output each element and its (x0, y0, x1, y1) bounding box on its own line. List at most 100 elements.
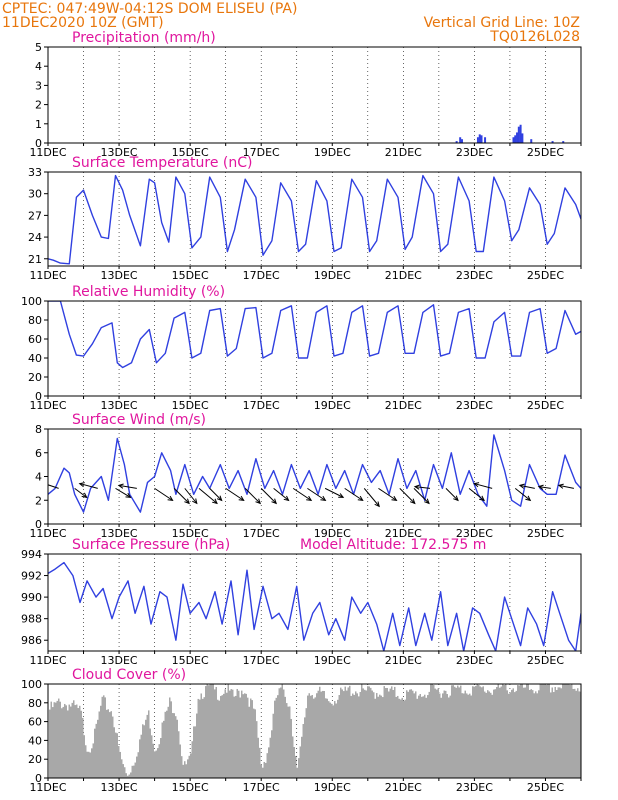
cloud-bar (254, 709, 256, 778)
temperature-frame (47, 171, 582, 267)
cloud-bar (85, 745, 87, 778)
wind-xtick-label: 19DEC (314, 527, 351, 540)
cloud-bar (557, 687, 559, 778)
wind-vector (538, 486, 551, 489)
cloud-bar (55, 702, 57, 778)
cloud-ytick-label: 0 (35, 772, 42, 785)
cloud-bar (200, 693, 202, 778)
cloud-bar (164, 711, 166, 778)
cloud-bar (488, 691, 490, 778)
cloud-bar (437, 688, 439, 778)
panels: 0 1 2 3 4 5 11DEC 13DEC 15DEC 17DEC 19DEC 21DEC 23DE… (21, 30, 582, 794)
wind-vector (363, 488, 380, 507)
cloud-bar (407, 691, 409, 778)
cloud-bar (454, 686, 456, 778)
cloud-bar (233, 696, 235, 778)
pressure-xtick-label: 21DEC (385, 654, 422, 667)
cloud-bar (380, 695, 382, 778)
cloud-xtick-label: 15DEC (172, 781, 209, 794)
cloud-bar (109, 712, 111, 778)
cloud-bar (530, 689, 532, 778)
cloud-bar (334, 701, 336, 778)
cloud-bar (397, 695, 399, 778)
cloud-bar (211, 684, 213, 778)
cloud-bar (494, 689, 496, 778)
cloud-bar (446, 694, 448, 778)
wind-vector-head (216, 495, 223, 502)
wind-vector (48, 484, 59, 489)
cloud-bar (122, 764, 124, 778)
cloud-bar (382, 697, 384, 778)
wind-vector-head (479, 495, 486, 502)
cloud-bar (113, 727, 115, 778)
precipitation-ytick-label: 5 (35, 41, 42, 54)
precipitation-ytick-label: 0 (35, 137, 42, 150)
cloud-bar (517, 684, 519, 778)
wind-ytick-label: 8 (35, 423, 42, 436)
humidity-xtick-label: 13DEC (101, 399, 138, 412)
cloud-bar (76, 704, 78, 778)
pressure-frame (47, 553, 582, 652)
cloud-bar (149, 728, 151, 778)
humidity-ytick-label: 60 (28, 333, 42, 346)
wind-vector (307, 487, 326, 501)
cloud-bar (500, 686, 502, 778)
cloud-bar (421, 696, 423, 778)
cloud-bar (172, 713, 174, 778)
precipitation-bar (460, 139, 463, 143)
cloud-bar (568, 684, 570, 778)
cloud-bar (53, 702, 55, 778)
cloud-bar (362, 688, 364, 778)
cloud-bar (244, 693, 246, 778)
cloud-bar (263, 762, 265, 778)
cloud-bar (266, 753, 268, 778)
precipitation-bar (519, 124, 522, 143)
cloud-bar (346, 690, 348, 778)
cloud-bar (467, 694, 469, 778)
cloud-bar (368, 686, 370, 778)
wind-xtick-label: 15DEC (172, 527, 209, 540)
cloud-bar (452, 685, 454, 778)
cloud-ytick-label: 60 (28, 716, 42, 729)
pressure-xtick-label: 17DEC (243, 654, 280, 667)
cloud-bar (487, 690, 489, 778)
cloud-bar (91, 748, 93, 778)
wind-xtick-label: 23DEC (456, 527, 493, 540)
cloud-bar (401, 697, 403, 778)
cloud-bar (100, 705, 102, 778)
cloud-bar (163, 720, 165, 778)
wind-vector-head (117, 483, 124, 489)
wind-vector (260, 488, 277, 504)
wind-vector-head (338, 493, 345, 498)
wind-vector-head (473, 482, 480, 488)
cloud-bar (556, 689, 558, 778)
pressure-xtick-label: 19DEC (314, 654, 351, 667)
wind-xtick-label: 11DEC (29, 527, 66, 540)
precipitation-frame (47, 46, 582, 144)
cloud-bar (527, 684, 529, 778)
cloud-bar (205, 686, 207, 778)
wind-vector-head (320, 495, 327, 502)
cloud-bar (347, 687, 349, 778)
cloud-bar (277, 695, 279, 778)
cloud-bar (562, 684, 564, 778)
humidity-ytick-label: 100 (21, 295, 42, 308)
cloud-bar (512, 688, 514, 778)
cloud-bar (418, 695, 420, 778)
cloud-bar (503, 685, 505, 778)
cloud-bar (181, 756, 183, 778)
wind-frame (47, 428, 582, 525)
wind-vector-head (424, 498, 430, 505)
humidity-line (48, 301, 581, 369)
cloud-bar (365, 690, 367, 778)
cloud-bar (553, 692, 555, 778)
cloud-bar (220, 696, 222, 778)
cloud-bar (322, 690, 324, 778)
cloud-bar (505, 684, 507, 778)
cloud-bar (94, 728, 96, 778)
cloud-bar (142, 724, 144, 778)
cloud-bar (119, 751, 121, 778)
cloud-bar (308, 693, 310, 778)
precipitation-plot (48, 124, 565, 143)
wind-vector (79, 483, 98, 489)
